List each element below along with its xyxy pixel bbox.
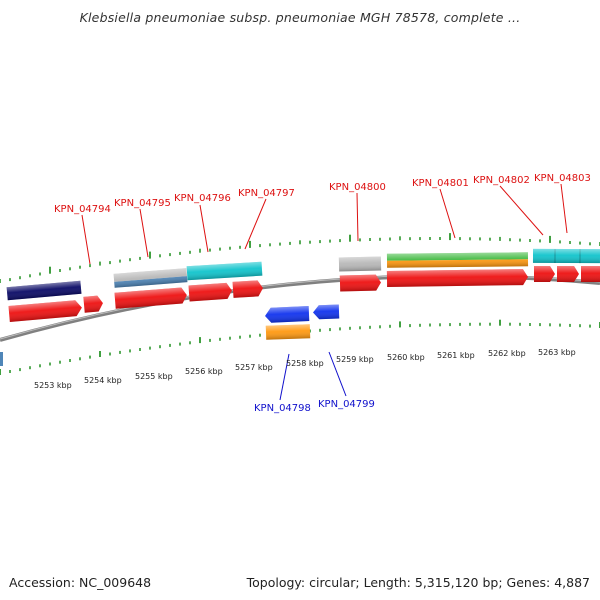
gene-label-connectors bbox=[81, 183, 568, 401]
cds-arrow-forward bbox=[581, 266, 600, 282]
gene-label-kpn-04798[interactable]: KPN_04798 bbox=[254, 403, 311, 414]
connector-kpn-04801 bbox=[439, 188, 456, 239]
kbp-label: 5254 kbp bbox=[84, 376, 122, 385]
kbp-label: 5257 kbp bbox=[235, 363, 273, 372]
kbp-label: 5262 kbp bbox=[488, 349, 526, 358]
gene-label-kpn-04801[interactable]: KPN_04801 bbox=[412, 178, 469, 189]
map-title: Klebsiella pneumoniae subsp. pneumoniae … bbox=[79, 10, 521, 25]
lower-tick-track bbox=[0, 319, 600, 375]
cds-arrow-forward bbox=[114, 287, 187, 309]
cds-arrow-forward bbox=[83, 295, 103, 313]
feature-block-edge bbox=[0, 352, 3, 366]
feature-block-green-orange bbox=[386, 252, 529, 268]
feature-block-cyan-2 bbox=[532, 248, 600, 264]
connector-kpn-04794 bbox=[81, 214, 91, 265]
upper-tick-track bbox=[0, 233, 600, 283]
kbp-label: 5255 kbp bbox=[135, 372, 173, 381]
gene-label-kpn-04803[interactable]: KPN_04803 bbox=[534, 173, 591, 184]
cds-arrow-forward bbox=[339, 274, 381, 292]
cds-arrow-reverse bbox=[313, 304, 340, 320]
cds-arrow-reverse bbox=[265, 306, 310, 323]
gene-label-kpn-04796[interactable]: KPN_04796 bbox=[174, 193, 231, 204]
connector-kpn-04798 bbox=[279, 353, 290, 401]
connector-kpn-04800 bbox=[356, 192, 359, 242]
cds-arrow-forward bbox=[386, 269, 528, 287]
cds-arrow-forward bbox=[8, 300, 82, 322]
feature-block-navy bbox=[6, 280, 82, 301]
kbp-label: 5260 kbp bbox=[387, 353, 425, 362]
reverse-gene-labels: KPN_04798 KPN_04799 bbox=[254, 399, 375, 414]
kbp-label: 5259 kbp bbox=[336, 355, 374, 364]
connector-kpn-04797 bbox=[244, 198, 267, 250]
kbp-label: 5256 kbp bbox=[185, 367, 223, 376]
connector-kpn-04799 bbox=[328, 351, 347, 397]
gene-label-kpn-04797[interactable]: KPN_04797 bbox=[238, 188, 295, 199]
gene-label-kpn-04794[interactable]: KPN_04794 bbox=[54, 204, 111, 215]
gene-label-kpn-04802[interactable]: KPN_04802 bbox=[473, 175, 530, 186]
cds-arrow-forward bbox=[188, 282, 232, 302]
connector-kpn-04802 bbox=[499, 185, 544, 236]
kbp-label: 5253 kbp bbox=[34, 381, 72, 390]
accession-text: Accession: NC_009648 bbox=[9, 575, 152, 590]
gene-label-kpn-04795[interactable]: KPN_04795 bbox=[114, 198, 171, 209]
cds-arrow-forward bbox=[534, 266, 555, 282]
kbp-label: 5261 kbp bbox=[437, 351, 475, 360]
forward-gene-labels: KPN_04794 KPN_04795 KPN_04796 KPN_04797 … bbox=[54, 173, 591, 215]
topology-text: Topology: circular; Length: 5,315,120 bp… bbox=[246, 575, 590, 590]
feature-block-cyan bbox=[186, 261, 263, 281]
gene-label-kpn-04800[interactable]: KPN_04800 bbox=[329, 182, 386, 193]
feature-block-grey-2 bbox=[338, 256, 382, 272]
feature-row-outer bbox=[6, 248, 600, 301]
kbp-label: 5258 kbp bbox=[286, 359, 324, 368]
gene-label-kpn-04799[interactable]: KPN_04799 bbox=[318, 399, 375, 410]
kbp-ruler-labels: 5253 kbp 5254 kbp 5255 kbp 5256 kbp 5257… bbox=[34, 348, 576, 390]
cds-arrow-forward bbox=[232, 280, 263, 298]
kbp-label: 5263 kbp bbox=[538, 348, 576, 357]
connector-kpn-04796 bbox=[199, 204, 209, 253]
forward-cds-track bbox=[8, 266, 600, 322]
feature-block-grey bbox=[113, 268, 188, 288]
connector-kpn-04803 bbox=[560, 183, 568, 234]
cds-arrow-forward bbox=[557, 266, 579, 282]
feature-block-orange bbox=[265, 324, 311, 340]
connector-kpn-04795 bbox=[139, 208, 149, 258]
reverse-cds-track bbox=[0, 304, 340, 366]
